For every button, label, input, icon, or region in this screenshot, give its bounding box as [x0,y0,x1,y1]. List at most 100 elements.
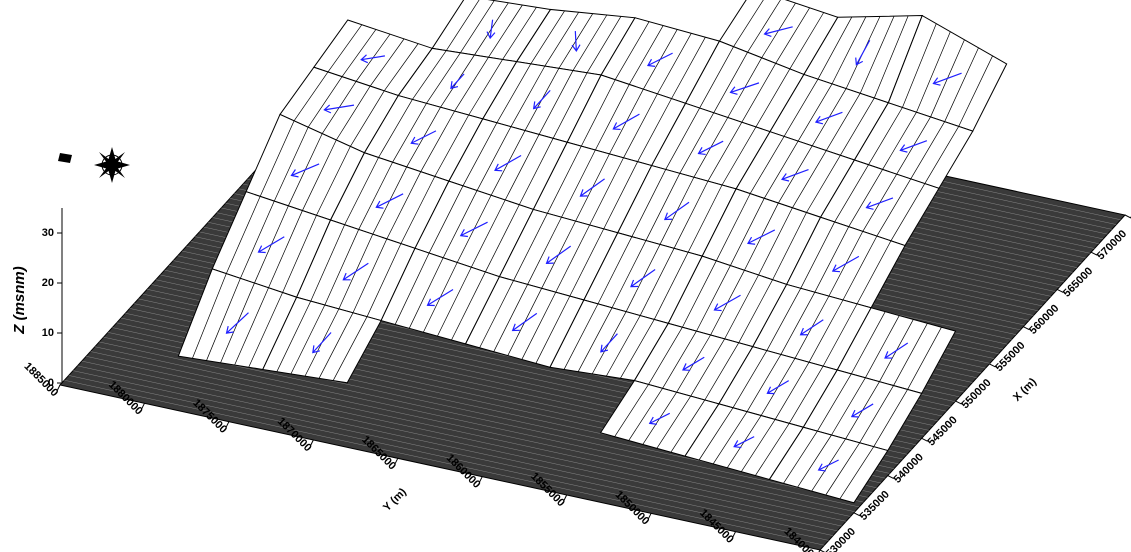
surface-mesh [318,312,354,379]
y-tick [647,513,652,520]
z-tick-label: 0 [48,377,54,389]
surface-mesh [614,21,650,80]
surface-mesh [721,126,757,186]
surface-cell [177,268,298,370]
surface-mesh [792,150,827,208]
y-tick [309,439,314,447]
surface-mesh [657,33,692,95]
surface-mesh [746,354,782,412]
surface-mesh [493,284,528,352]
surface-mesh [611,240,647,308]
surface-mesh [730,198,765,266]
z-axis-title: Z (msnm) [11,266,28,335]
surface-mesh [386,171,422,240]
surface-cell [887,14,1008,132]
surface-mesh [653,252,689,320]
surface-mesh [446,0,480,51]
surface-mesh [378,99,413,158]
flow-arrow [612,113,640,131]
flow-arrow [646,52,673,67]
flow-arrow [410,130,437,145]
surface-mesh [476,126,512,191]
flow-arrow [360,54,385,64]
surface-mesh [572,14,608,71]
surface-mesh [454,57,489,112]
surface-mesh [673,180,709,249]
surface-mesh [336,85,371,141]
surface-cell [785,216,906,309]
surface-mesh [848,169,883,227]
y-tick [140,403,145,410]
flow-arrow [831,255,860,273]
compass-rose [99,152,125,178]
surface-mesh [392,103,427,163]
surface-mesh [831,377,866,436]
surface-mesh [814,226,850,293]
flow-arrow [486,19,496,40]
flow-arrow [459,221,488,238]
y-tick [394,458,399,465]
surface-mesh [865,315,900,378]
surface-mesh [842,235,878,301]
surface-mesh [518,138,554,205]
surface-mesh [958,55,993,127]
floor-mesh [77,365,838,532]
surface-mesh [408,257,444,329]
surface-mesh [712,411,748,465]
surface-cell [262,296,382,384]
surface-mesh [412,50,447,100]
x-tick [1090,251,1098,256]
y-tick [563,494,568,502]
surface-mesh [741,419,776,472]
surface-mesh [552,72,588,139]
surface-mesh [563,303,599,370]
surface-mesh [789,12,825,70]
surface-mesh [890,183,926,242]
surface-mesh [715,193,751,261]
surface-mesh [460,0,495,53]
compass [58,147,130,183]
surface-mesh [555,224,590,293]
flow-arrow [763,26,793,37]
surface-mesh [840,97,875,156]
surface-cell [245,113,366,221]
surface-mesh [603,161,638,230]
z-tick-label: 10 [42,327,54,339]
surface-mesh [648,327,683,385]
surface-cell [650,102,771,190]
x-tick [955,400,962,405]
flow-arrow [799,319,824,336]
surface-mesh [775,7,810,64]
surface-mesh [645,173,681,241]
surface-cell [279,66,400,154]
flow-arrow [571,31,581,52]
surface-mesh [302,139,337,211]
surface-mesh [797,83,833,142]
floor-mesh [73,370,834,536]
surface-mesh [856,240,892,305]
x-axis-title: X (m) [1011,376,1039,404]
surface-mesh [307,76,343,128]
surface-mesh [741,63,777,123]
x-tick [1124,214,1131,219]
surface-mesh [479,280,514,348]
x-tick [887,475,895,480]
surface-cell [295,219,416,322]
flow-arrow [713,294,741,312]
surface-mesh [637,98,672,162]
surface-mesh [876,178,912,237]
surface-mesh [662,330,697,389]
flow-arrow [814,111,843,125]
z-tick-label: 30 [42,227,54,239]
flow-arrow [579,178,605,197]
surface-mesh [437,267,472,337]
surface-mesh [394,252,430,325]
flow-arrow [747,229,776,245]
surface-mesh [577,307,613,372]
flow-arrow [682,356,705,371]
surface-mesh [316,146,351,216]
surface-mesh [882,112,917,170]
surface-mesh [595,84,630,151]
surface-mesh [502,7,537,60]
